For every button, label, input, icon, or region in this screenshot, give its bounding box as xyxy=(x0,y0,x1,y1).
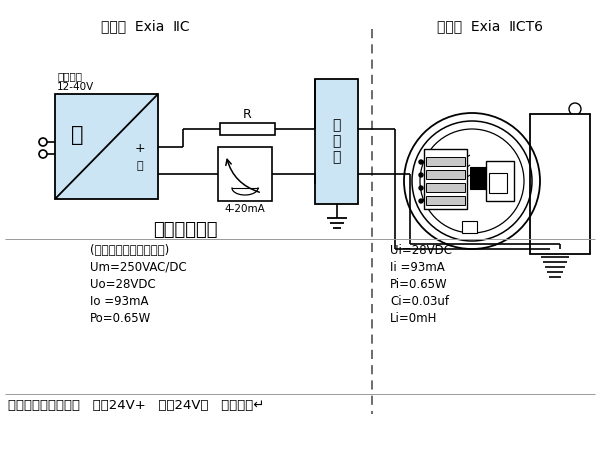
Text: Pi=0.65W: Pi=0.65W xyxy=(390,278,448,291)
Bar xyxy=(489,173,507,193)
Text: Uo=28VDC: Uo=28VDC xyxy=(90,278,156,291)
Text: (参见安全栅适用说明书): (参见安全栅适用说明书) xyxy=(90,244,169,257)
Text: Um=250VAC/DC: Um=250VAC/DC xyxy=(90,261,187,274)
Text: 4-20mA: 4-20mA xyxy=(224,204,265,214)
Text: 注：一体化接线方式   红：24V+   蓝：24V－   黑：接地↵: 注：一体化接线方式 红：24V+ 蓝：24V－ 黑：接地↵ xyxy=(8,399,265,412)
Bar xyxy=(315,79,358,204)
Circle shape xyxy=(419,173,423,177)
Bar xyxy=(424,149,467,209)
Text: 本安型接线图: 本安型接线图 xyxy=(153,221,217,239)
Text: +: + xyxy=(134,142,145,155)
Circle shape xyxy=(419,160,423,164)
Bar xyxy=(426,183,465,192)
Text: －: － xyxy=(137,161,143,171)
Text: Ci=0.03uf: Ci=0.03uf xyxy=(390,295,449,308)
Text: 安全区  Exia  ⅡC: 安全区 Exia ⅡC xyxy=(101,19,190,33)
Bar xyxy=(426,170,465,179)
Text: 直流电源: 直流电源 xyxy=(57,71,82,81)
Bar xyxy=(426,196,465,205)
Text: 安
全
栅: 安 全 栅 xyxy=(332,118,341,165)
Bar xyxy=(462,221,477,233)
Text: 危险区  Exia  ⅡCT6: 危险区 Exia ⅡCT6 xyxy=(437,19,543,33)
Bar xyxy=(486,161,514,201)
Text: Li=0mH: Li=0mH xyxy=(390,312,437,325)
Circle shape xyxy=(419,199,423,203)
Text: Po=0.65W: Po=0.65W xyxy=(90,312,151,325)
Text: ～: ～ xyxy=(71,125,83,145)
Text: R: R xyxy=(243,108,252,121)
Bar xyxy=(426,157,465,166)
Circle shape xyxy=(419,186,423,190)
Bar xyxy=(530,114,590,254)
Bar xyxy=(220,123,275,135)
Text: Ui=28VDC: Ui=28VDC xyxy=(390,244,452,257)
Text: 12-40V: 12-40V xyxy=(57,82,94,92)
Text: Ii =93mA: Ii =93mA xyxy=(390,261,445,274)
Bar xyxy=(218,147,272,201)
Text: Io =93mA: Io =93mA xyxy=(90,295,149,308)
Bar xyxy=(55,94,158,199)
Bar xyxy=(470,167,486,189)
